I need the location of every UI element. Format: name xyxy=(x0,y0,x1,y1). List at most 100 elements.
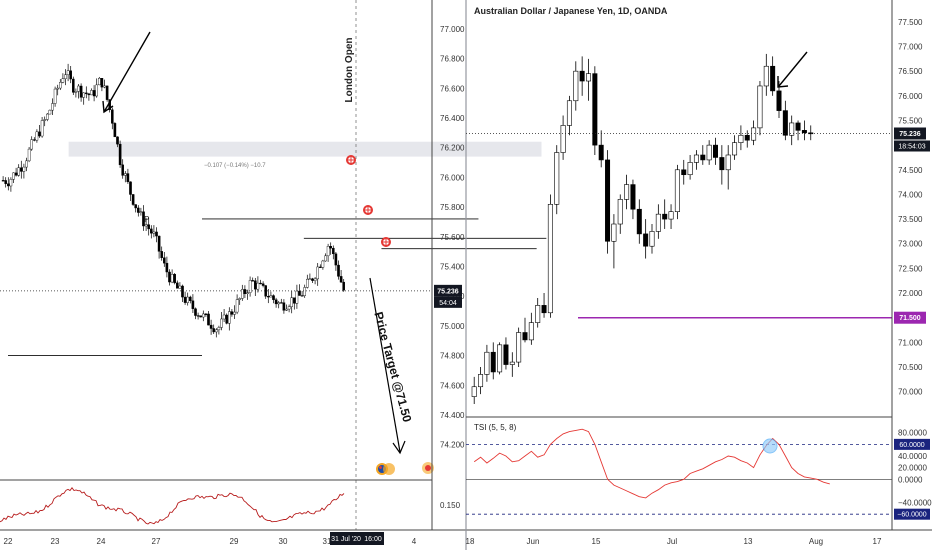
left-price-tick: 74.600 xyxy=(440,381,465,390)
candle xyxy=(324,255,327,262)
right-pointer-arrow[interactable] xyxy=(778,51,808,87)
candle xyxy=(118,143,122,166)
tsi-label: TSI (5, 5, 8) xyxy=(474,423,517,432)
resistance-zone[interactable] xyxy=(68,141,542,157)
candle xyxy=(129,181,132,195)
daily-candle xyxy=(630,184,636,210)
candle xyxy=(220,318,223,328)
tsi-upper-text: 60.0000 xyxy=(899,442,924,449)
candle xyxy=(33,139,36,141)
candle xyxy=(269,295,273,298)
candle xyxy=(20,167,23,172)
london-open-label: London Open xyxy=(344,38,355,103)
candle xyxy=(201,313,205,318)
candle xyxy=(139,211,143,213)
left-price-tick: 76.600 xyxy=(440,84,465,93)
daily-candle xyxy=(579,70,585,82)
right-price-tick: 73.500 xyxy=(898,215,923,224)
candle xyxy=(87,93,91,96)
symbol-title: Australian Dollar / Japanese Yen, 1D, OA… xyxy=(474,6,668,16)
candle xyxy=(92,90,96,97)
left-price-axis: 77.000 76.800 76.600 76.400 76.200 76.000 75.8… xyxy=(431,0,465,530)
daily-candle xyxy=(649,231,655,247)
candle xyxy=(4,180,7,184)
flag-event-icon[interactable] xyxy=(422,462,434,474)
left-time-tick: 30 xyxy=(279,537,288,546)
candle xyxy=(290,297,294,307)
daily-candle xyxy=(725,154,731,171)
candle xyxy=(313,278,317,281)
candle xyxy=(246,292,249,295)
candle xyxy=(14,172,18,176)
target-marker-icon[interactable] xyxy=(363,205,373,215)
candle xyxy=(165,262,169,273)
candle xyxy=(334,253,338,266)
tsi-highlight-circle[interactable] xyxy=(762,438,778,454)
candle xyxy=(235,299,239,313)
right-time-tick: 18 xyxy=(466,537,475,546)
candle xyxy=(17,167,21,176)
right-price-tick: 77.500 xyxy=(898,18,923,27)
right-price-tick: 76.000 xyxy=(898,92,923,101)
right-price-tick: 72.500 xyxy=(898,264,923,273)
candle xyxy=(209,324,213,329)
right-price-tick: 74.500 xyxy=(898,166,923,175)
daily-candle xyxy=(554,152,560,205)
candle xyxy=(332,247,335,255)
candle xyxy=(1,180,5,182)
candle xyxy=(46,113,49,120)
left-countdown-badge xyxy=(434,296,462,308)
candle xyxy=(306,278,309,288)
candle xyxy=(293,297,296,304)
candle xyxy=(316,266,320,280)
candle xyxy=(339,276,343,283)
pointer-arrow[interactable] xyxy=(103,31,151,113)
candle xyxy=(40,120,44,137)
daily-candle xyxy=(611,223,617,242)
candle xyxy=(282,302,286,311)
daily-candle xyxy=(662,213,668,220)
right-price-axis: 77.50077.00076.50076.00075.50075.00074.5… xyxy=(891,0,932,530)
right-price-tick: 70.000 xyxy=(898,388,923,397)
candle xyxy=(272,295,275,300)
candle xyxy=(287,306,291,310)
daily-candle xyxy=(776,90,782,111)
candle xyxy=(248,280,252,293)
daily-candle xyxy=(687,162,693,176)
right-time-tick: 13 xyxy=(744,537,753,546)
candle xyxy=(186,296,190,303)
flag-event-icon[interactable] xyxy=(383,463,395,475)
left-time-tick: 31 xyxy=(323,537,332,546)
candle xyxy=(152,231,156,234)
candle xyxy=(230,311,234,315)
candle xyxy=(295,290,299,304)
measure-label: −0.107 (−0.14%) −10.7 xyxy=(204,163,266,169)
target-marker-icon[interactable] xyxy=(346,155,356,165)
daily-candle xyxy=(598,144,604,161)
left-time-tick: 22 xyxy=(4,537,13,546)
candle xyxy=(251,280,255,282)
candle xyxy=(22,166,26,172)
left-time-tick: 23 xyxy=(51,537,60,546)
candle xyxy=(222,314,226,320)
left-price-tick: 74.200 xyxy=(440,441,465,450)
candle xyxy=(157,235,161,252)
pivot-label: P xyxy=(144,215,149,224)
daily-candle xyxy=(605,159,611,242)
candle xyxy=(27,148,31,162)
candle xyxy=(103,85,106,88)
left-price-ticks: 77.000 76.800 76.600 76.400 76.200 76.000 75.8… xyxy=(440,25,465,450)
target-arrow[interactable] xyxy=(369,277,401,453)
candle xyxy=(298,290,301,296)
target-level-badge xyxy=(894,311,926,324)
candle xyxy=(243,289,247,295)
left-time-tick: 24 xyxy=(97,537,106,546)
target-marker-icon[interactable] xyxy=(381,237,391,247)
candle xyxy=(329,246,333,249)
candle xyxy=(142,211,145,227)
left-last-price-badge xyxy=(434,284,462,297)
candle xyxy=(337,264,340,277)
daily-candle xyxy=(668,211,674,220)
candle xyxy=(69,70,72,80)
